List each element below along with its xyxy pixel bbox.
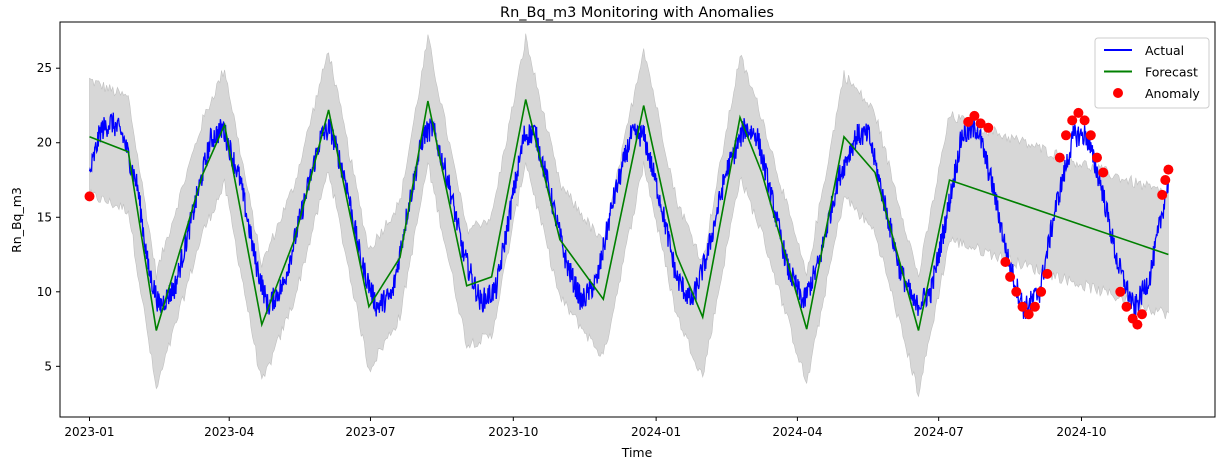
anomaly-point [1036, 286, 1047, 297]
anomaly-point [983, 122, 994, 133]
legend: Actual Forecast Anomaly [1094, 37, 1210, 109]
anomaly-point [1160, 175, 1171, 185]
y-tick-label: 15 [37, 210, 52, 224]
y-tick-label: 20 [37, 136, 52, 150]
anomaly-point [1061, 130, 1071, 141]
anomaly-point [1017, 301, 1028, 312]
anomaly-point [1029, 301, 1040, 312]
actual-series [88, 112, 1170, 320]
anomaly-point [1132, 319, 1143, 330]
x-tick-label: 2023-04 [204, 425, 254, 439]
plot-frame [59, 21, 1216, 418]
x-tick-label: 2024-01 [631, 425, 681, 439]
x-tick-label: 2023-07 [345, 425, 395, 439]
x-axis: 2023-01 2023-04 2023-07 2023-10 2024-01 2024-… [64, 417, 1107, 439]
x-tick-label: 2023-10 [488, 425, 538, 439]
forecast-series [89, 99, 1169, 331]
y-tick-label: 25 [37, 61, 52, 75]
x-tick-label: 2024-07 [914, 425, 964, 439]
legend-forecast-label: Forecast [1145, 65, 1198, 80]
anomaly-point [1098, 167, 1109, 178]
anomaly-point [1073, 107, 1084, 118]
chart-title: Rn_Bq_m3 Monitoring with Anomalies [500, 5, 774, 21]
anomaly-point [1079, 115, 1090, 126]
x-tick-label: 2024-04 [772, 425, 822, 439]
y-axis: 5 10 15 20 25 [37, 61, 60, 373]
anomaly-point [1011, 286, 1022, 297]
confidence-band [89, 33, 1169, 398]
anomaly-point [84, 191, 95, 202]
anomaly-point [969, 110, 980, 121]
anomaly-series [84, 107, 1174, 330]
band-area [89, 33, 1169, 398]
anomaly-point [975, 118, 986, 129]
actual-line [88, 112, 1170, 320]
anomaly-point [963, 116, 974, 127]
legend-box [1094, 37, 1210, 109]
forecast-line [89, 99, 1169, 331]
legend-anomaly-label: Anomaly [1145, 86, 1200, 101]
x-axis-label: Time [621, 445, 653, 460]
x-tick-label: 2023-01 [64, 425, 114, 439]
legend-anomaly-swatch [1113, 88, 1123, 98]
anomaly-point [1115, 286, 1126, 297]
anomaly-point [1042, 268, 1053, 279]
anomaly-point [1023, 309, 1034, 320]
y-axis-label: Rn_Bq_m3 [9, 187, 24, 253]
anomaly-point [1137, 309, 1147, 320]
x-tick-label: 2024-10 [1056, 425, 1106, 439]
anomaly-point [1085, 130, 1096, 141]
legend-actual-label: Actual [1145, 43, 1184, 58]
anomaly-point [1054, 152, 1065, 163]
anomaly-point [1067, 115, 1078, 126]
anomaly-point [1092, 152, 1102, 163]
anomaly-point [1121, 301, 1132, 312]
anomaly-point [1005, 271, 1016, 282]
anomaly-point [1000, 257, 1011, 267]
anomaly-point [1163, 164, 1174, 175]
y-tick-label: 10 [37, 285, 52, 299]
anomaly-point [1157, 189, 1168, 200]
y-tick-label: 5 [44, 359, 52, 373]
